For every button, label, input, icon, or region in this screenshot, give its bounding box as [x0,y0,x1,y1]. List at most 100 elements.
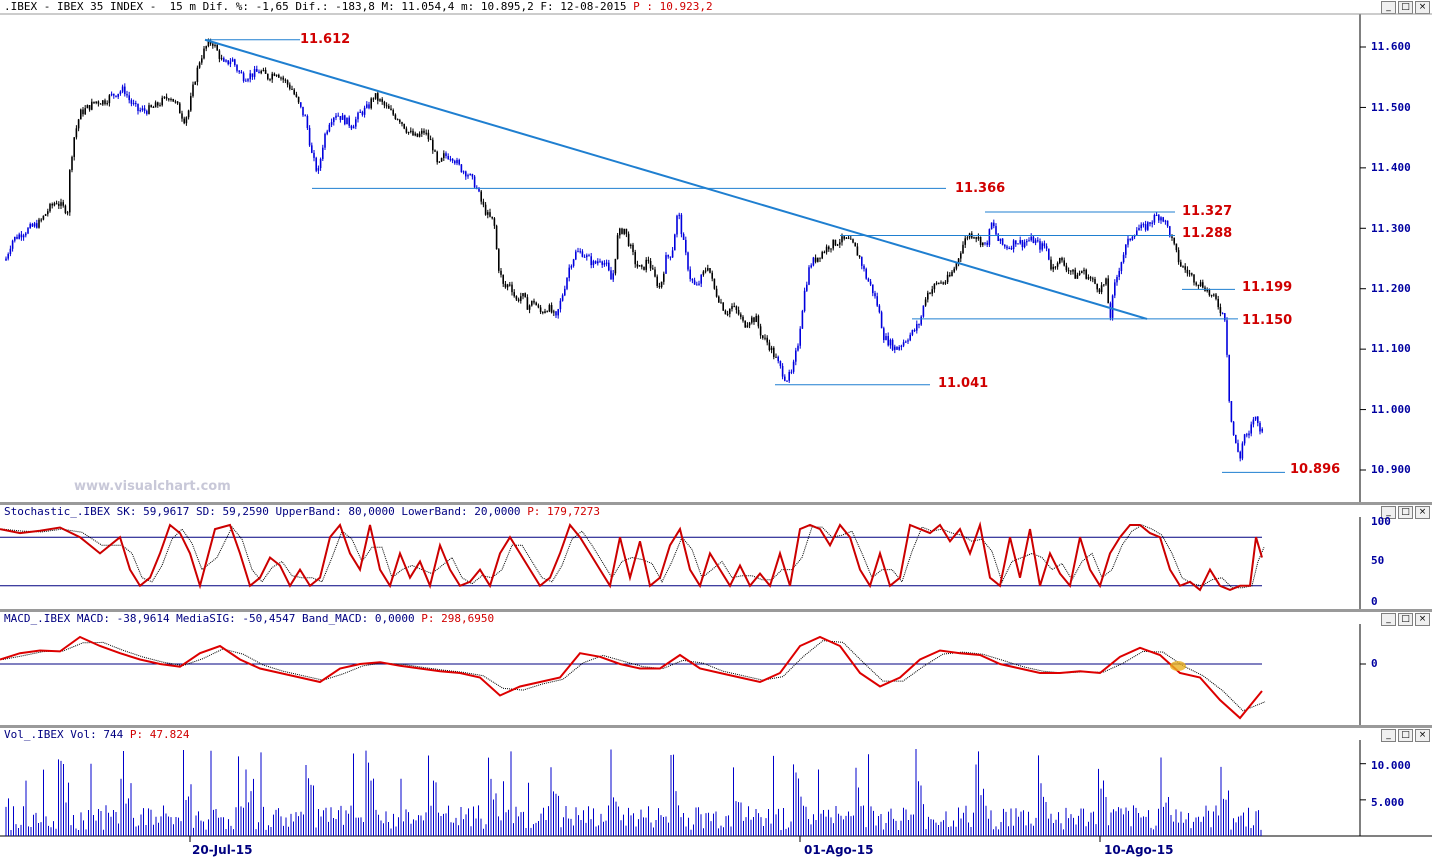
candle-body [797,345,799,351]
candle-body [781,366,784,377]
candle-body [1010,248,1013,250]
candle-body [363,107,366,115]
candle-body [317,168,320,171]
candle-body [990,222,993,230]
candle-body [583,256,586,258]
candle-body [436,151,438,163]
maximize-button[interactable]: □ [1398,729,1413,742]
candle-body [258,71,260,74]
candle-body [462,171,465,173]
candle-body [1144,224,1147,230]
candle-body [260,70,262,74]
candle-body [1237,443,1239,452]
candle-body [328,124,331,132]
maximize-button[interactable]: □ [1398,506,1413,519]
candle-body [58,203,60,206]
candle-body [691,279,694,281]
candle-body [506,284,509,288]
candle-body [405,128,408,133]
candle-body [766,337,768,343]
candle-body [377,93,379,101]
candle-body [141,108,144,110]
candle-body [220,58,223,60]
candle-body [370,98,372,109]
candle-body [863,265,865,269]
panel-divider[interactable] [0,725,1432,728]
candle-body [196,67,199,82]
maximize-button[interactable]: □ [1398,613,1413,626]
candle-body [456,159,458,164]
candle-body [454,160,456,164]
panel-divider[interactable] [0,609,1432,612]
candle-body [517,299,520,301]
candle-body [185,117,188,124]
candle-body [130,100,133,104]
candle-body [245,80,247,82]
candle-body [1001,238,1004,245]
candle-body [638,265,641,267]
candle-body [445,153,447,157]
candle-body [957,258,960,264]
stochastic-axis-label: 0 [1371,595,1378,608]
candle-body [931,289,933,294]
candle-body [744,320,746,328]
candle-body [124,86,126,95]
candle-body [1056,263,1059,267]
candle-body [484,204,487,215]
candle-body [229,61,232,65]
candle-body [625,228,628,234]
candle-body [473,176,476,188]
candle-body [885,336,887,341]
candle-body [854,242,856,247]
candle-body [894,346,896,350]
candle-body [801,310,804,329]
candle-body [1023,242,1026,248]
candle-body [438,161,441,163]
close-button[interactable]: × [1415,506,1430,519]
candle-body [986,242,988,245]
candle-body [174,101,177,103]
candle-body [581,251,584,257]
panel-divider[interactable] [0,502,1432,505]
candle-body [1193,274,1195,283]
candle-body [1243,434,1246,444]
candle-body [531,300,533,306]
candle-body [630,244,632,247]
candle-body [759,326,762,336]
candle-body [95,101,97,103]
candle-body [1142,224,1145,226]
close-button[interactable]: × [1415,613,1430,626]
candle-body [106,103,108,105]
candle-body [500,270,502,275]
close-button[interactable]: × [1415,729,1430,742]
candle-body [157,102,159,106]
candle-body [907,340,909,342]
candle-body [1004,244,1006,247]
minimize-button[interactable]: _ [1381,506,1396,519]
minimize-button[interactable]: _ [1381,729,1396,742]
candle-body [911,330,914,335]
candle-body [1054,266,1057,268]
candle-body [489,212,491,217]
candle-body [135,103,137,105]
candle-body [1184,266,1186,270]
minimize-button[interactable]: _ [1381,613,1396,626]
candle-body [982,242,984,245]
candle-body [1012,240,1015,250]
candle-body [390,108,392,111]
candle-body [1224,313,1226,321]
candle-body [1217,298,1219,308]
candle-body [16,236,18,239]
candle-body [77,119,80,129]
candle-body [603,263,606,265]
candle-body [768,342,771,351]
candle-body [361,111,364,115]
stochastic-window-controls: _ □ × [1381,506,1430,519]
level-label-11041: 11.041 [938,376,989,391]
candle-body [509,284,511,286]
price-axis-label: 11.200 [1371,282,1411,295]
macd-cross-marker [1170,661,1186,671]
candle-body [469,174,471,176]
price-axis-label: 11.600 [1371,40,1411,53]
